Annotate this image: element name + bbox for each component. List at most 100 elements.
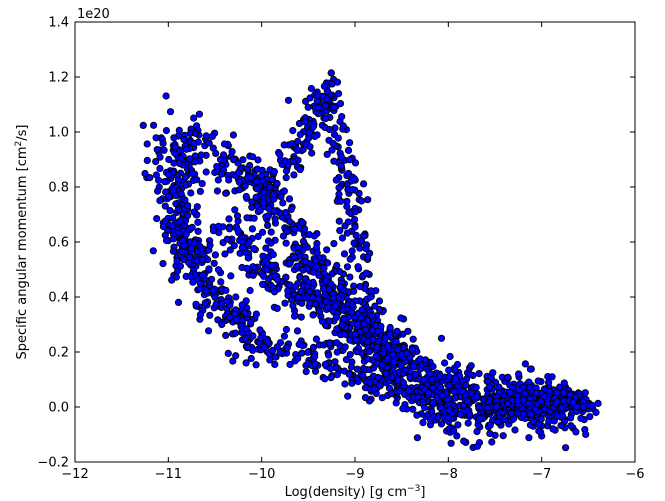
scatter-point (250, 245, 258, 253)
scatter-point (333, 261, 341, 270)
scatter-point (472, 383, 480, 391)
scatter-point (191, 129, 200, 137)
scatter-point (549, 425, 557, 433)
scatter-point (301, 97, 310, 106)
scatter-point (270, 288, 279, 296)
scatter-point (286, 259, 294, 267)
scatter-point (273, 343, 281, 351)
scatter-point (339, 306, 347, 314)
scatter-point (283, 343, 291, 352)
scatter-point (215, 222, 223, 230)
scatter-point (400, 343, 408, 351)
scatter-point (592, 408, 600, 416)
scatter-point (472, 392, 481, 401)
scatter-point (175, 126, 183, 134)
scatter-point (270, 168, 278, 176)
scatter-point (343, 229, 351, 237)
y-tick-label: −0.2 (37, 456, 69, 471)
scatter-point (429, 384, 437, 392)
scatter-point (198, 256, 207, 264)
scatter-point (209, 227, 218, 235)
scatter-point (274, 276, 282, 284)
scatter-point (386, 330, 394, 339)
scatter-point (336, 283, 345, 291)
scatter-point (249, 263, 257, 271)
axis-ticks: −12 −11 −10 −9 −8 −7 −6 −0.2 0.0 0.2 0.4 0.6 0.8 1.0 1… (37, 16, 644, 483)
scatter-point (293, 262, 301, 270)
scatter-point (276, 348, 284, 357)
scatter-point (258, 166, 266, 174)
plot-frame (74, 21, 636, 463)
scatter-point (526, 365, 535, 373)
scatter-point (152, 134, 160, 142)
scatter-point (291, 225, 299, 233)
scatter-point (196, 187, 204, 195)
scatter-point (311, 367, 320, 375)
scatter-point (356, 282, 364, 291)
scatter-point (364, 196, 372, 204)
scatter-point (174, 267, 182, 275)
scatter-point (202, 168, 210, 176)
scatter-point (429, 362, 437, 371)
scatter-point (165, 155, 173, 164)
scatter-point (285, 195, 294, 203)
scatter-point (282, 239, 290, 247)
scatter-point (209, 286, 217, 294)
scatter-point (503, 400, 512, 408)
scatter-point (346, 156, 354, 164)
scatter-point (169, 247, 177, 255)
scatter-point (559, 412, 567, 420)
scatter-point (352, 231, 360, 239)
scatter-point (357, 197, 366, 205)
scatter-point (264, 212, 272, 220)
scatter-point (162, 236, 171, 245)
scatter-point (332, 176, 340, 184)
scatter-point (162, 127, 170, 135)
scatter-point (397, 362, 405, 370)
y-tick-label: 0.8 (48, 181, 69, 196)
scatter-point (311, 352, 319, 361)
scatter-point (330, 103, 338, 111)
scatter-point (399, 404, 407, 413)
scatter-point (309, 123, 317, 131)
scatter-point (294, 293, 302, 302)
scatter-point (344, 392, 352, 400)
scatter-point (269, 346, 277, 355)
scatter-point (368, 326, 377, 335)
scatter-point (247, 318, 255, 326)
scatter-point (198, 180, 206, 188)
scatter-point (222, 189, 230, 197)
scatter-point (281, 299, 289, 307)
scatter-point (333, 339, 341, 347)
scatter-point (489, 369, 497, 377)
scatter-point (397, 314, 405, 322)
y-tick-label: 1.4 (48, 16, 69, 31)
scatter-point (182, 181, 190, 189)
scatter-point (557, 421, 565, 430)
scatter-points (139, 69, 602, 452)
scatter-point (326, 364, 335, 372)
scatter-point (333, 78, 342, 86)
x-tick-label: −8 (439, 467, 458, 482)
scatter-point (293, 146, 301, 154)
scatter-point (193, 203, 201, 211)
scatter-point (582, 430, 590, 438)
scatter-point (437, 403, 445, 412)
y-tick-label: 0.2 (48, 346, 69, 361)
scatter-point (579, 403, 588, 411)
scatter-point (282, 273, 290, 281)
scatter-point (373, 343, 381, 351)
scatter-point (540, 392, 549, 400)
y-offset-label: 1e20 (77, 7, 110, 22)
scatter-point (252, 361, 260, 369)
scatter-point (334, 134, 342, 142)
scatter-point (232, 352, 240, 360)
scatter-point (267, 239, 275, 247)
scatter-point (375, 381, 384, 389)
x-tick-label: −9 (345, 467, 364, 482)
scatter-point (258, 228, 267, 236)
scatter-point (269, 251, 277, 259)
scatter-point (383, 354, 392, 362)
scatter-point (466, 410, 474, 419)
scatter-point (296, 131, 304, 139)
